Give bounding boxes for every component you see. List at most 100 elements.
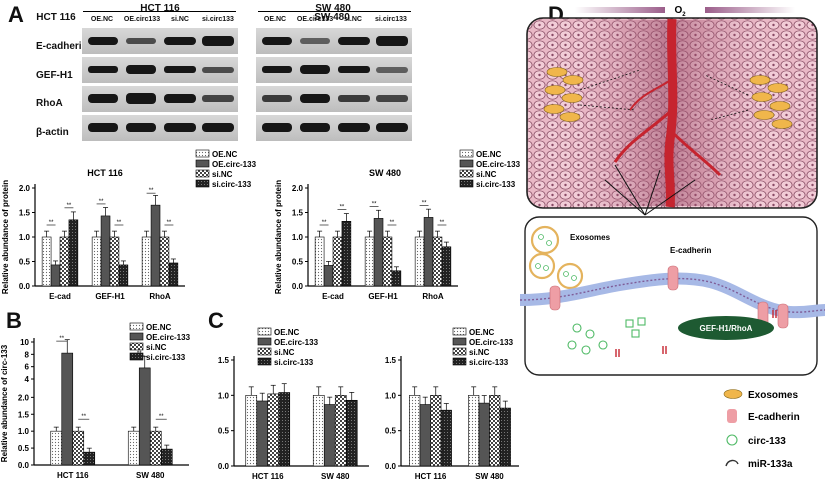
y-axis-label: Relative abundance of protein — [1, 180, 10, 294]
legend-label: si.circ-133 — [146, 353, 186, 362]
bar — [72, 430, 85, 466]
sig-label: ** — [440, 220, 445, 226]
sig-label: ** — [59, 336, 64, 342]
bar — [150, 204, 161, 287]
legend-label: OE.circ-133 — [274, 338, 319, 347]
y-tick-label: 1.0 — [218, 391, 230, 400]
bar — [141, 236, 152, 287]
bar — [149, 430, 162, 466]
sig-label: ** — [167, 220, 172, 226]
inset-exosome-vesicles — [528, 225, 584, 290]
sig-label: ** — [159, 414, 164, 420]
chart-title: SW 480 — [369, 168, 401, 178]
ecadherin-icon — [727, 409, 737, 423]
y-tick-label: 8 — [25, 350, 30, 359]
y-tick-label: 0.5 — [19, 258, 31, 267]
chart-c-gefh1-mrna: 0.00.51.01.5Relative abundance of GEF-H1… — [218, 327, 369, 481]
bar — [345, 399, 358, 467]
y-tick-label: 1.0 — [292, 233, 304, 242]
sig-label: ** — [67, 203, 72, 209]
bar — [419, 404, 431, 467]
legend-swatch — [257, 347, 272, 356]
y-tick-label: 1.0 — [18, 427, 30, 436]
x-tick-label: GEF-H1 — [368, 292, 398, 301]
bar — [127, 430, 140, 466]
y-tick-label: 2.0 — [19, 184, 31, 193]
exosome-paths — [579, 69, 749, 121]
lane-label: si.NC — [171, 16, 189, 23]
y-tick-label: 1.0 — [385, 391, 397, 400]
legend-swatch — [195, 149, 210, 158]
legend-swatch — [129, 332, 144, 341]
hct-title: HCT 116 — [140, 3, 180, 14]
exosome-icon — [723, 389, 743, 399]
x-tick-label: SW 480 — [136, 471, 165, 480]
inset-ecadherin-label: E-cadherin — [670, 246, 711, 255]
legend-swatch — [459, 179, 474, 188]
bar — [267, 393, 280, 467]
y-tick-label: 0.0 — [385, 462, 397, 471]
chart-c-rhoa-mrna: 0.0 0.5 1.0 1.5 Relative abundance of RhoA m… — [375, 327, 519, 481]
diagram-key: Exosomes E-cadherin circ-133 miR-133a — [723, 389, 800, 470]
bar — [391, 270, 402, 287]
y-tick-label: 2.0 — [18, 393, 30, 402]
legend-swatch — [452, 357, 467, 366]
protein-label-ecad: E-cadherin — [36, 41, 88, 52]
lane-label: si.NC — [344, 16, 362, 23]
bar — [409, 395, 421, 467]
mirna-icon — [725, 459, 739, 467]
blood-vessel — [664, 18, 678, 208]
oxygen-label: O2 — [674, 5, 686, 18]
circ133-molecules — [567, 317, 646, 355]
legend-label: OE.NC — [476, 150, 502, 159]
bar — [118, 264, 129, 287]
lane-label: OE.NC — [263, 16, 287, 23]
legend-swatch — [129, 342, 144, 351]
y-tick-label: 10 — [20, 338, 29, 347]
chart-a-sw480: 0.0 0.5 1.0 1.5 2.0 Relative abundance of pro… — [274, 149, 520, 301]
bar — [61, 352, 74, 466]
oxygen-gradient-left — [575, 7, 665, 13]
bar — [478, 402, 490, 467]
x-tick-label: RhoA — [422, 292, 444, 301]
bar — [364, 236, 375, 287]
oxygen-gradient-right — [705, 7, 795, 13]
bar — [430, 395, 442, 467]
sig-label: ** — [340, 204, 345, 210]
bar — [59, 236, 70, 287]
legend-swatch — [129, 352, 144, 361]
y-tick-label: 1.0 — [19, 233, 31, 242]
legend-label: si.NC — [212, 170, 233, 179]
bar — [278, 392, 291, 467]
legend-label: OE.circ-133 — [469, 338, 514, 347]
legend-label: OE.circ-133 — [476, 160, 520, 169]
key-ecadherin: E-cadherin — [748, 412, 800, 423]
bar — [109, 236, 120, 287]
y-tick-label: 0.0 — [19, 282, 31, 291]
legend-swatch — [257, 357, 272, 366]
blot-strips-hct — [82, 28, 238, 141]
lane-label: si.circ133 — [202, 16, 234, 23]
y-axis-label: Relative abundance of protein — [274, 180, 283, 294]
bar — [341, 221, 352, 287]
legend-label: OE.circ-133 — [146, 333, 191, 342]
inset-exosomes-label: Exosomes — [570, 233, 611, 242]
legend-label: si.NC — [476, 170, 497, 179]
legend-swatch — [257, 337, 272, 346]
bar — [334, 395, 347, 467]
x-tick-label: SW 480 — [475, 472, 504, 481]
bar — [314, 236, 325, 287]
legend-label: OE.NC — [274, 328, 300, 337]
protein-label-bactin: β-actin — [36, 127, 69, 138]
y-tick-label: 1.5 — [18, 410, 30, 419]
bar — [83, 451, 96, 466]
bar — [312, 395, 325, 467]
x-tick-label: HCT 116 — [57, 471, 89, 480]
legend-label: OE.NC — [469, 328, 495, 337]
legend-label: OE.circ-133 — [212, 160, 257, 169]
y-axis-label: Relative abundance of RhoA mRNA — [375, 345, 376, 480]
sig-label: ** — [390, 220, 395, 226]
y-tick-label: 1.5 — [218, 356, 230, 365]
sig-label: ** — [149, 188, 154, 194]
bar — [256, 400, 269, 467]
